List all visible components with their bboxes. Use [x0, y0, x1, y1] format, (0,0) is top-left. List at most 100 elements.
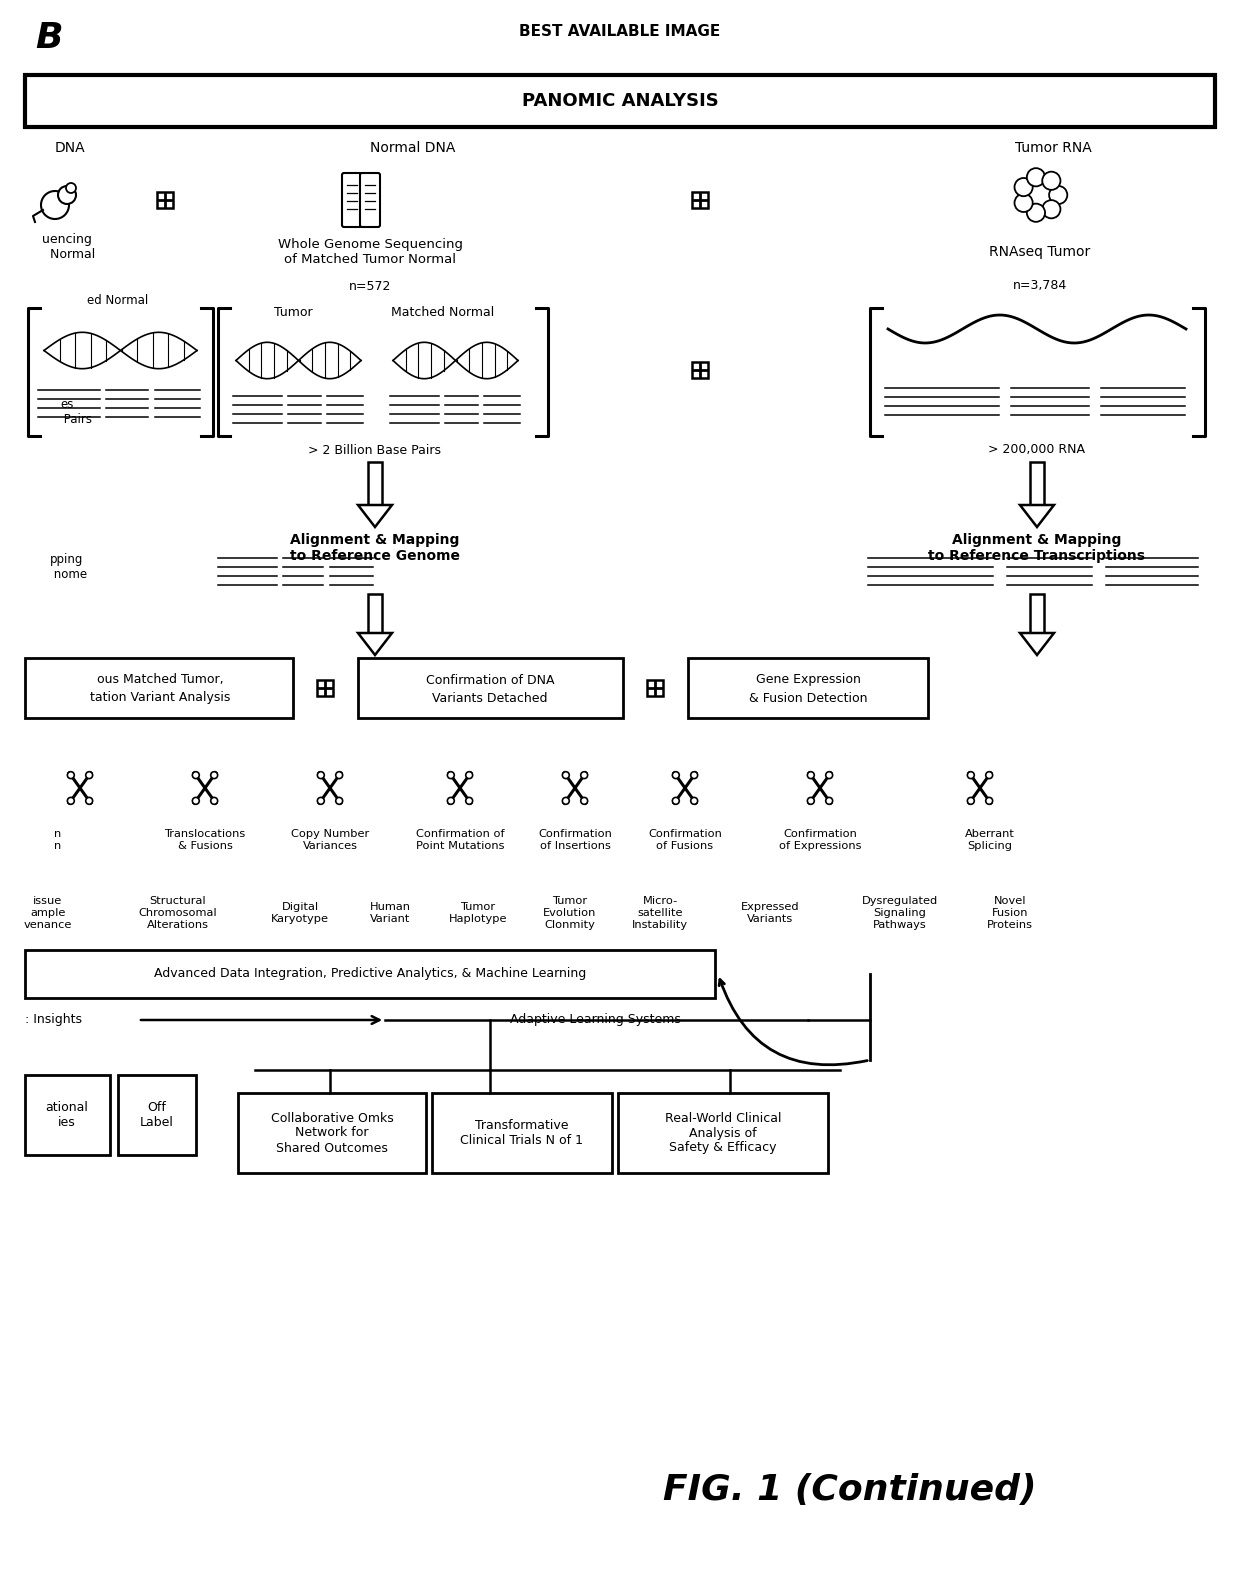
Bar	[25, 658, 293, 717]
Text: n=3,784: n=3,784	[1013, 280, 1068, 293]
Bar	[118, 1074, 196, 1155]
Text: Normal DNA: Normal DNA	[370, 142, 455, 156]
Bar	[618, 1093, 828, 1173]
Bar	[358, 658, 622, 717]
Text: n
n: n n	[55, 829, 62, 851]
Text: Tumor
Evolution
Clonmity: Tumor Evolution Clonmity	[543, 897, 596, 930]
Circle shape	[672, 772, 680, 779]
Circle shape	[691, 772, 698, 779]
Circle shape	[317, 772, 325, 779]
Circle shape	[448, 772, 454, 779]
Circle shape	[967, 772, 975, 779]
Text: Adaptive Learning Systems: Adaptive Learning Systems	[510, 1013, 681, 1027]
Text: Matched Normal: Matched Normal	[392, 307, 495, 319]
Text: es
 Pairs: es Pairs	[60, 398, 92, 426]
Circle shape	[967, 798, 975, 804]
Circle shape	[336, 772, 342, 779]
Circle shape	[691, 798, 698, 804]
Text: Novel
Fusion
Proteins: Novel Fusion Proteins	[987, 897, 1033, 930]
Circle shape	[192, 772, 200, 779]
Circle shape	[66, 182, 76, 193]
Circle shape	[1014, 193, 1033, 212]
Polygon shape	[368, 595, 382, 632]
Circle shape	[1014, 178, 1033, 197]
Circle shape	[211, 772, 218, 779]
Text: PANOMIC ANALYSIS: PANOMIC ANALYSIS	[522, 91, 718, 110]
Text: Expressed
Variants: Expressed Variants	[740, 903, 800, 923]
Text: Copy Number
Variances: Copy Number Variances	[291, 829, 370, 851]
Text: Tumor
Haplotype: Tumor Haplotype	[449, 903, 507, 923]
Circle shape	[466, 772, 472, 779]
Text: ous Matched Tumor,: ous Matched Tumor,	[97, 673, 223, 686]
Circle shape	[317, 798, 325, 804]
Circle shape	[41, 190, 69, 219]
Circle shape	[580, 772, 588, 779]
Text: FIG. 1 (Continued): FIG. 1 (Continued)	[663, 1472, 1037, 1507]
Circle shape	[86, 772, 93, 779]
Bar	[25, 1074, 110, 1155]
FancyBboxPatch shape	[342, 173, 362, 227]
Text: Off
Label: Off Label	[140, 1101, 174, 1129]
Circle shape	[826, 798, 832, 804]
Text: Confirmation
of Insertions: Confirmation of Insertions	[538, 829, 611, 851]
Text: Confirmation of
Point Mutations: Confirmation of Point Mutations	[415, 829, 505, 851]
Circle shape	[1043, 200, 1060, 219]
Text: Variants Detached: Variants Detached	[433, 692, 548, 705]
Circle shape	[986, 772, 993, 779]
Circle shape	[1024, 179, 1055, 211]
Text: Confirmation
of Expressions: Confirmation of Expressions	[779, 829, 862, 851]
Bar	[432, 1093, 613, 1173]
Circle shape	[67, 772, 74, 779]
Text: Micro-
satellite
Instability: Micro- satellite Instability	[632, 897, 688, 930]
Polygon shape	[358, 632, 392, 654]
Text: RNAseq Tumor: RNAseq Tumor	[990, 245, 1091, 260]
FancyBboxPatch shape	[360, 173, 379, 227]
Bar	[25, 950, 715, 997]
Text: ational
ies: ational ies	[46, 1101, 88, 1129]
Bar	[238, 1093, 427, 1173]
Text: Digital
Karyotype: Digital Karyotype	[272, 903, 329, 923]
Polygon shape	[358, 505, 392, 527]
Circle shape	[211, 798, 218, 804]
Bar	[688, 658, 928, 717]
Text: Tumor: Tumor	[274, 307, 312, 319]
Circle shape	[1027, 168, 1045, 186]
Circle shape	[826, 772, 832, 779]
Text: DNA: DNA	[55, 142, 86, 156]
Text: : Insights: : Insights	[25, 1013, 82, 1027]
Circle shape	[58, 186, 76, 204]
Text: Transformative
Clinical Trials N of 1: Transformative Clinical Trials N of 1	[460, 1118, 584, 1147]
Text: Collaborative Omks
Network for
Shared Outcomes: Collaborative Omks Network for Shared Ou…	[270, 1112, 393, 1155]
Text: Alignment & Mapping
to Reference Transcriptions: Alignment & Mapping to Reference Transcr…	[929, 533, 1146, 563]
Circle shape	[580, 798, 588, 804]
Text: uencing
  Normal: uencing Normal	[42, 233, 95, 261]
Text: BEST AVAILABLE IMAGE: BEST AVAILABLE IMAGE	[520, 25, 720, 39]
Text: pping
 nome: pping nome	[50, 554, 87, 580]
Text: Confirmation of DNA: Confirmation of DNA	[425, 673, 554, 686]
Circle shape	[466, 798, 472, 804]
Circle shape	[563, 798, 569, 804]
Bar	[692, 362, 708, 378]
Circle shape	[807, 772, 815, 779]
Bar	[647, 680, 663, 697]
Circle shape	[672, 798, 680, 804]
Text: Structural
Chromosomal
Alterations: Structural Chromosomal Alterations	[139, 897, 217, 930]
Text: & Fusion Detection: & Fusion Detection	[749, 692, 867, 705]
Circle shape	[192, 798, 200, 804]
Circle shape	[1049, 186, 1068, 204]
Circle shape	[448, 798, 454, 804]
Polygon shape	[1021, 505, 1054, 527]
Bar	[157, 192, 174, 208]
Text: Translocations
& Fusions: Translocations & Fusions	[165, 829, 246, 851]
Circle shape	[986, 798, 993, 804]
Text: tation Variant Analysis: tation Variant Analysis	[89, 692, 231, 705]
Circle shape	[1027, 203, 1045, 222]
Text: ed Normal: ed Normal	[87, 294, 149, 307]
Text: n=572: n=572	[348, 280, 391, 293]
Text: B: B	[35, 20, 62, 55]
Text: Dysregulated
Signaling
Pathways: Dysregulated Signaling Pathways	[862, 897, 939, 930]
Polygon shape	[368, 462, 382, 505]
Text: Alignment & Mapping
to Reference Genome: Alignment & Mapping to Reference Genome	[290, 533, 460, 563]
Bar	[25, 76, 1215, 127]
Circle shape	[1043, 171, 1060, 190]
